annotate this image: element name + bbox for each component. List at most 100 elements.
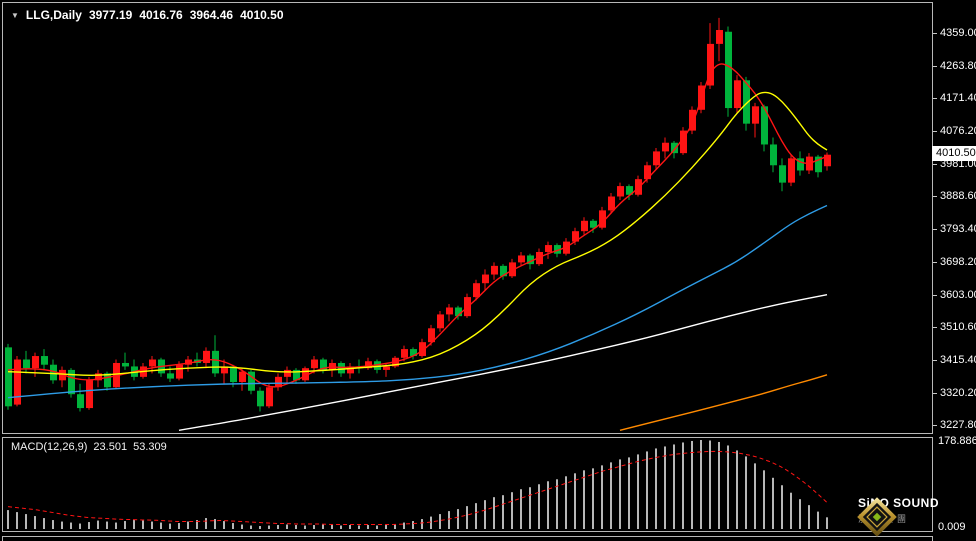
macd-histogram-bar bbox=[367, 525, 369, 530]
symbol-period-label: LLG,Daily bbox=[25, 8, 82, 22]
macd-histogram-bar bbox=[70, 522, 72, 530]
candle bbox=[473, 279, 480, 301]
macd-histogram-bar bbox=[187, 521, 189, 530]
macd-signal-value: 53.309 bbox=[133, 441, 167, 453]
candle bbox=[617, 182, 624, 200]
price-tick-label: 3793.40 bbox=[932, 223, 976, 236]
macd-histogram-bar bbox=[295, 525, 297, 530]
candle bbox=[284, 366, 291, 384]
macd-histogram-bar bbox=[142, 520, 144, 530]
candle bbox=[518, 251, 525, 266]
candle bbox=[716, 17, 723, 62]
macd-histogram-bar bbox=[34, 516, 36, 530]
candle bbox=[257, 387, 264, 412]
macd-histogram-bar bbox=[250, 525, 252, 530]
candle bbox=[680, 127, 687, 155]
macd-histogram-bar bbox=[682, 442, 684, 530]
macd-histogram-bar bbox=[655, 448, 657, 530]
candle bbox=[788, 154, 795, 187]
macd-histogram-bar bbox=[403, 522, 405, 530]
macd-value: 23.501 bbox=[93, 441, 128, 453]
macd-histogram-bar bbox=[736, 450, 738, 530]
macd-histogram-bar bbox=[412, 521, 414, 530]
macd-histogram-bar bbox=[133, 519, 135, 530]
candle bbox=[221, 359, 228, 384]
macd-histogram-bar bbox=[448, 511, 450, 530]
price-axis[interactable]: 4359.00 4263.80 4171.40 4076.20 3981.00 3888.… bbox=[932, 0, 976, 541]
macd-histogram-bar bbox=[529, 487, 531, 530]
price-tick-label: 3981.00 bbox=[932, 158, 976, 171]
macd-histogram-bar bbox=[25, 514, 27, 530]
candle bbox=[428, 324, 435, 346]
macd-histogram-bar bbox=[214, 519, 216, 530]
macd-histogram-bar bbox=[754, 463, 756, 530]
macd-histogram-bar bbox=[565, 476, 567, 530]
candle bbox=[779, 158, 786, 192]
macd-histogram-bar bbox=[16, 512, 18, 530]
macd-signal-line bbox=[7, 450, 828, 526]
price-tick-label: 3698.20 bbox=[932, 256, 976, 269]
macd-histogram-bar bbox=[574, 473, 576, 530]
price-tick-label: 3415.40 bbox=[932, 354, 976, 367]
macd-histogram-bar bbox=[493, 497, 495, 530]
candle bbox=[293, 368, 300, 384]
macd-histogram-bar bbox=[61, 521, 63, 530]
candle bbox=[194, 352, 201, 367]
candle bbox=[500, 264, 507, 280]
candle bbox=[734, 75, 741, 114]
macd-histogram-bar bbox=[394, 524, 396, 530]
macd-histogram-bar bbox=[331, 525, 333, 530]
macd-histogram-bar bbox=[457, 509, 459, 530]
sino-sound-logo: SiNO SOUND 漢聲集團 bbox=[856, 496, 939, 537]
macd-histogram-bar bbox=[205, 518, 207, 530]
candle bbox=[122, 352, 129, 370]
candle bbox=[761, 104, 768, 152]
macd-histogram-bar bbox=[700, 439, 702, 530]
candle bbox=[752, 102, 759, 138]
price-tick-label: 4263.80 bbox=[932, 60, 976, 73]
macd-histogram-bar bbox=[178, 523, 180, 530]
macd-histogram-bar bbox=[709, 440, 711, 530]
macd-histogram-bar bbox=[196, 520, 198, 530]
candle bbox=[482, 269, 489, 291]
macd-histogram-bar bbox=[241, 524, 243, 530]
price-tick-label: 3320.20 bbox=[932, 387, 976, 400]
macd-histogram-bar bbox=[286, 524, 288, 530]
macd-histogram-bar bbox=[358, 525, 360, 530]
macd-histogram-bar bbox=[268, 525, 270, 530]
candle bbox=[410, 347, 417, 360]
collapse-triangle-icon[interactable]: ▼ bbox=[11, 11, 19, 20]
candle bbox=[581, 217, 588, 235]
macd-histogram-bar bbox=[232, 523, 234, 530]
macd-histogram-bar bbox=[88, 522, 90, 530]
candle bbox=[23, 350, 30, 374]
macd-histogram-bar bbox=[718, 441, 720, 530]
macd-panel: MACD(12,26,9) 23.501 53.309 bbox=[2, 437, 933, 532]
macd-histogram-bar bbox=[637, 454, 639, 530]
candle bbox=[437, 310, 444, 332]
macd-histogram-bar bbox=[421, 519, 423, 530]
candle bbox=[248, 369, 255, 395]
macd-histogram-bar bbox=[772, 477, 774, 530]
price-tick-label: 4076.20 bbox=[932, 125, 976, 138]
candle bbox=[797, 151, 804, 176]
ma-long-line bbox=[7, 204, 828, 399]
candle bbox=[653, 147, 660, 169]
macd-histogram-bar bbox=[376, 525, 378, 530]
macd-histogram-bar bbox=[826, 517, 828, 530]
candle bbox=[815, 154, 822, 178]
current-price-label: 4010.50 bbox=[932, 145, 976, 161]
macd-histogram-bar bbox=[124, 521, 126, 530]
macd-histogram-bar bbox=[673, 444, 675, 530]
macd-histogram-bar bbox=[619, 459, 621, 530]
macd-histogram-bar bbox=[106, 521, 108, 530]
price-tick-label: 3227.80 bbox=[932, 419, 976, 432]
candle bbox=[626, 184, 633, 200]
candle bbox=[275, 373, 282, 391]
macd-histogram-bar bbox=[97, 520, 99, 530]
macd-histogram-bar bbox=[520, 489, 522, 530]
price-tick-label: 3510.60 bbox=[932, 321, 976, 334]
candlestick-plot-area[interactable] bbox=[3, 3, 932, 433]
macd-plot-area[interactable] bbox=[3, 438, 932, 531]
